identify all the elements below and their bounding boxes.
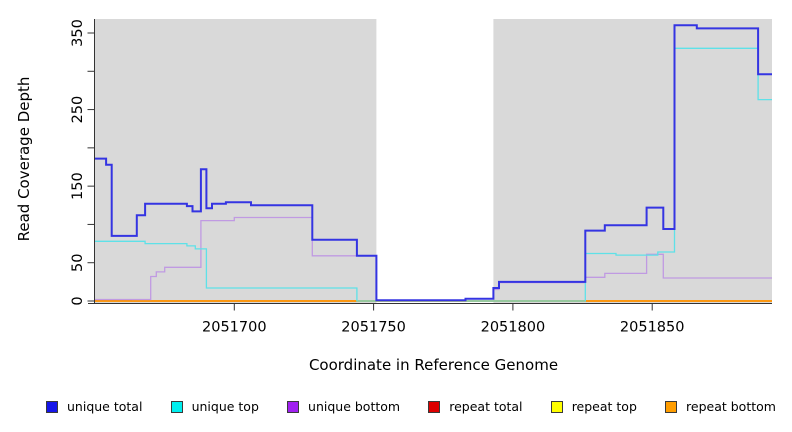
series-unique-total — [95, 24, 772, 302]
legend-swatch-icon — [665, 400, 678, 413]
x-tick-label: 2051700 — [202, 320, 267, 336]
legend-swatch-icon — [170, 400, 183, 413]
x-tick-label: 2051750 — [341, 320, 406, 336]
legend-item-unique-total: unique total — [46, 399, 142, 414]
legend-label: unique bottom — [308, 399, 401, 414]
legend-item-unique-bottom: unique bottom — [287, 399, 400, 414]
legend-item-unique-top: unique top — [170, 399, 259, 414]
y-tick-label: 150 — [70, 172, 86, 200]
y-tick-label: 0 — [70, 296, 86, 305]
legend-item-repeat-top: repeat top — [550, 399, 637, 414]
legend-label: repeat total — [449, 399, 523, 414]
legend-swatch-icon — [428, 400, 441, 413]
legend-label: unique top — [191, 399, 259, 414]
x-axis-title: Coordinate in Reference Genome — [308, 356, 559, 374]
axes — [88, 19, 772, 304]
legend-label: repeat top — [571, 399, 637, 414]
legend: unique total unique top unique bottom repea… — [46, 399, 776, 414]
legend-swatch-icon — [550, 400, 563, 413]
coverage-gap-band — [376, 19, 494, 304]
legend-label: repeat bottom — [686, 399, 776, 414]
y-tick-label: 250 — [70, 96, 86, 124]
y-tick-label: 350 — [70, 19, 86, 47]
legend-label: unique total — [67, 399, 143, 414]
legend-item-repeat-bottom: repeat bottom — [665, 399, 776, 414]
legend-swatch-icon — [46, 400, 58, 413]
y-tick-label: 50 — [70, 253, 86, 271]
x-tick-label: 2051800 — [481, 320, 546, 336]
legend-swatch-icon — [287, 400, 300, 413]
y-axis-title: Read Coverage Depth — [15, 76, 33, 242]
legend-item-repeat-total: repeat total — [428, 399, 523, 414]
x-tick-label: 2051850 — [620, 320, 685, 336]
